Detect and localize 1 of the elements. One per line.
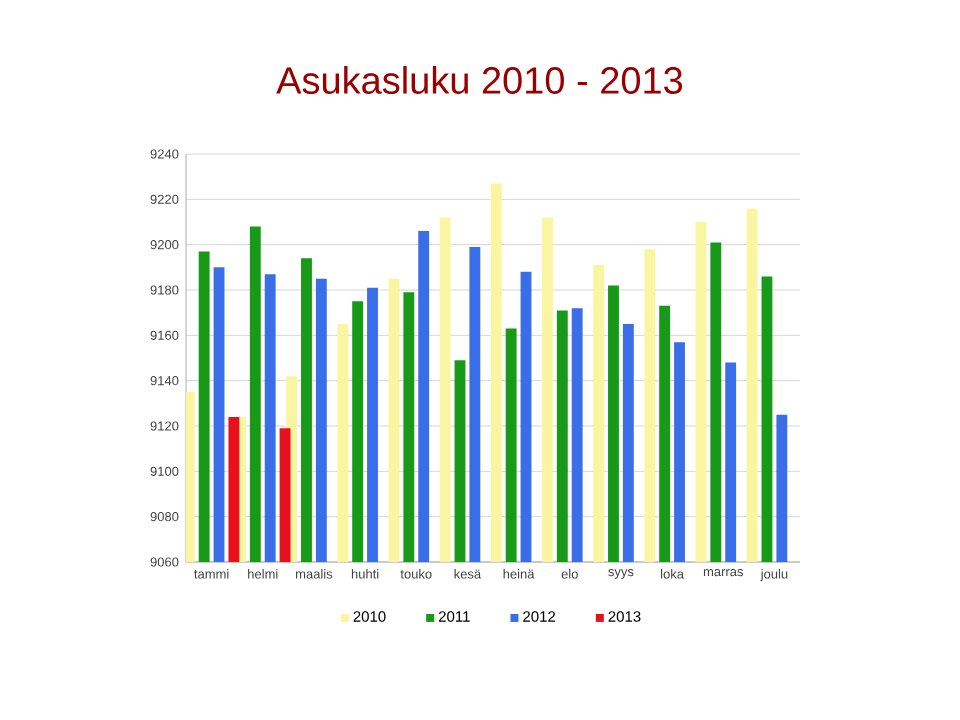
- chart-title: Asukasluku 2010 - 2013: [276, 66, 683, 94]
